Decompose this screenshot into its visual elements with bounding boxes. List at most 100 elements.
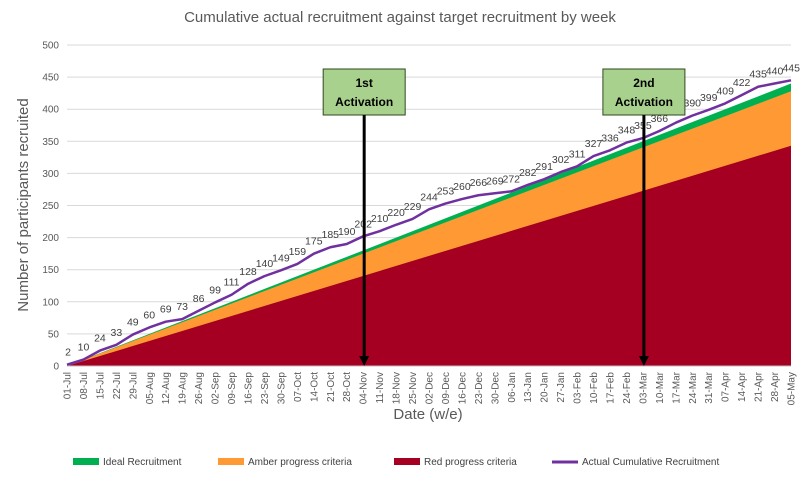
x-tick-21-Apr: 21-Apr xyxy=(754,371,765,402)
red-area xyxy=(67,145,791,366)
x-tick-30-Dec: 30-Dec xyxy=(490,372,501,404)
data-label-10-Feb: 327 xyxy=(585,138,603,150)
data-label-24-Mar: 390 xyxy=(684,98,702,110)
x-tick-30-Sep: 30-Sep xyxy=(276,372,287,405)
data-label-15-Jul: 24 xyxy=(94,333,106,345)
activation-arrow-head-1 xyxy=(359,356,370,366)
data-label-08-Jul: 10 xyxy=(78,342,90,354)
x-axis-ticks: 01-Jul 08-Jul 15-Jul 22-Jul 29-Jul 05-Aug 12-A… xyxy=(63,371,798,405)
legend: Ideal Recruitment Amber progress criteria… xyxy=(73,457,719,468)
data-label-21-Apr: 435 xyxy=(749,69,767,81)
x-tick-15-Jul: 15-Jul xyxy=(95,372,106,399)
data-label-29-Jul: 49 xyxy=(127,317,139,329)
data-label-14-Apr: 422 xyxy=(733,77,751,89)
x-tick-09-Sep: 09-Sep xyxy=(227,372,238,405)
x-tick-22-Jul: 22-Jul xyxy=(112,372,123,399)
x-tick-06-Jan: 06-Jan xyxy=(507,372,518,403)
y-tick-400: 400 xyxy=(42,105,59,116)
legend-label-2: Red progress criteria xyxy=(424,457,517,468)
data-label-20-Jan: 291 xyxy=(535,161,553,173)
chart-title: Cumulative actual recruitment against ta… xyxy=(184,9,616,26)
x-tick-25-Nov: 25-Nov xyxy=(408,372,419,404)
x-tick-02-Dec: 02-Dec xyxy=(425,372,436,404)
x-tick-28-Apr: 28-Apr xyxy=(770,371,781,402)
actual-recruitment-line xyxy=(66,79,792,366)
x-tick-23-Dec: 23-Dec xyxy=(474,372,485,404)
x-tick-03-Mar: 03-Mar xyxy=(638,371,649,403)
y-tick-300: 300 xyxy=(42,169,59,180)
data-label-14-Oct: 175 xyxy=(305,236,323,248)
legend-swatch-1 xyxy=(218,458,244,465)
activation-box-2 xyxy=(602,68,686,116)
y-tick-150: 150 xyxy=(42,265,59,276)
data-label-07-Oct: 159 xyxy=(289,246,307,258)
activation-label-line1-1: 1st xyxy=(356,76,373,90)
x-tick-21-Oct: 21-Oct xyxy=(326,372,337,402)
data-label-12-Aug: 69 xyxy=(160,304,172,316)
data-label-19-Aug: 73 xyxy=(176,301,188,313)
legend-swatch-2 xyxy=(394,458,420,465)
data-label-16-Sep: 128 xyxy=(239,266,257,278)
x-tick-28-Oct: 28-Oct xyxy=(342,372,353,402)
data-label-05-Aug: 60 xyxy=(143,309,155,321)
activation-label-line2-1: Activation xyxy=(335,95,393,109)
activation-box-1 xyxy=(322,68,406,116)
x-tick-17-Feb: 17-Feb xyxy=(606,372,617,404)
activation-arrow-head-2 xyxy=(638,356,649,366)
y-tick-250: 250 xyxy=(42,201,59,212)
y-tick-200: 200 xyxy=(42,233,59,244)
y-tick-450: 450 xyxy=(42,73,59,84)
x-tick-09-Dec: 09-Dec xyxy=(441,372,452,404)
data-label-01-Jul: 2 xyxy=(65,347,71,359)
data-label-02-Dec: 244 xyxy=(420,191,438,203)
y-tick-100: 100 xyxy=(42,297,59,308)
x-tick-07-Oct: 07-Oct xyxy=(293,372,304,402)
x-tick-05-May: 05-May xyxy=(787,372,798,405)
data-label-17-Feb: 336 xyxy=(601,132,619,144)
y-tick-0: 0 xyxy=(53,362,59,373)
x-tick-20-Jan: 20-Jan xyxy=(540,372,551,403)
x-tick-29-Jul: 29-Jul xyxy=(128,372,139,399)
legend-label-3: Actual Cumulative Recruitment xyxy=(582,457,719,468)
activation-annotations: 1st Activation 2nd Activation xyxy=(322,68,686,366)
data-label-28-Apr: 440 xyxy=(766,66,784,78)
x-tick-27-Jan: 27-Jan xyxy=(556,372,567,403)
x-tick-12-Aug: 12-Aug xyxy=(161,372,172,404)
data-label-09-Sep: 111 xyxy=(224,277,240,289)
x-tick-24-Feb: 24-Feb xyxy=(622,372,633,404)
x-tick-14-Apr: 14-Apr xyxy=(737,371,748,402)
data-label-26-Aug: 86 xyxy=(193,293,205,305)
data-label-16-Dec: 260 xyxy=(453,181,471,193)
x-tick-10-Feb: 10-Feb xyxy=(589,372,600,404)
activation-label-line2-2: Activation xyxy=(615,95,673,109)
data-label-06-Jan: 272 xyxy=(503,173,521,185)
x-tick-18-Nov: 18-Nov xyxy=(392,372,403,404)
y-tick-500: 500 xyxy=(42,41,59,52)
x-tick-11-Nov: 11-Nov xyxy=(375,372,386,404)
x-tick-10-Mar: 10-Mar xyxy=(655,371,666,403)
x-tick-24-Mar: 24-Mar xyxy=(688,371,699,403)
data-label-30-Sep: 149 xyxy=(272,252,290,264)
data-label-23-Sep: 140 xyxy=(256,258,274,270)
x-tick-02-Sep: 02-Sep xyxy=(211,372,222,405)
x-tick-16-Dec: 16-Dec xyxy=(457,372,468,404)
x-tick-23-Sep: 23-Sep xyxy=(260,372,271,405)
activation-label-line1-2: 2nd xyxy=(633,76,654,90)
data-label-25-Nov: 229 xyxy=(404,201,422,213)
data-label-05-May: 445 xyxy=(782,62,800,74)
data-label-23-Dec: 266 xyxy=(470,177,488,189)
x-tick-14-Oct: 14-Oct xyxy=(309,372,320,402)
data-label-18-Nov: 220 xyxy=(387,207,405,219)
x-tick-01-Jul: 01-Jul xyxy=(63,372,74,399)
x-tick-31-Mar: 31-Mar xyxy=(704,371,715,403)
x-tick-05-Aug: 05-Aug xyxy=(145,372,156,404)
x-tick-19-Aug: 19-Aug xyxy=(178,372,189,404)
data-label-02-Sep: 99 xyxy=(209,284,221,296)
data-label-27-Jan: 302 xyxy=(552,154,570,166)
x-tick-13-Jan: 13-Jan xyxy=(523,372,534,403)
y-tick-50: 50 xyxy=(48,329,60,340)
data-label-22-Jul: 33 xyxy=(111,327,123,339)
y-tick-350: 350 xyxy=(42,137,59,148)
